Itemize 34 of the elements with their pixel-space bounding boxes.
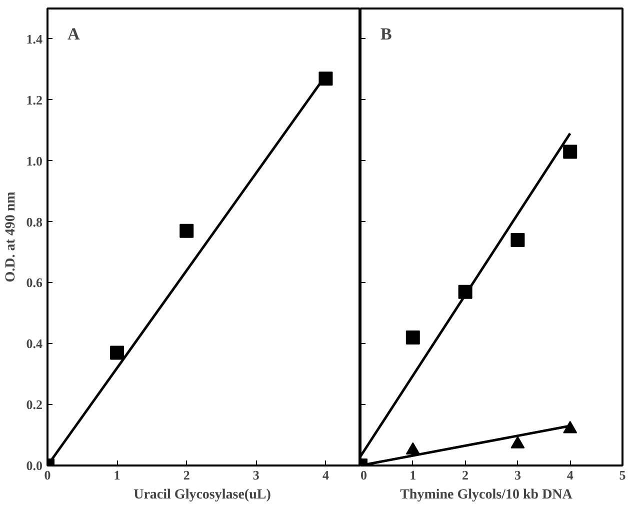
point	[563, 144, 578, 159]
x-tick-label: 4	[566, 468, 574, 482]
point	[510, 233, 525, 248]
x-tick-label: 3	[252, 468, 260, 482]
point	[563, 420, 578, 434]
x-tick-label: 4	[322, 468, 330, 482]
point	[180, 224, 194, 238]
y-tick-label: 0.0	[26, 458, 42, 473]
point	[406, 330, 420, 345]
x-tick-label: 0	[44, 468, 51, 482]
x-tick-label: 1	[114, 468, 120, 482]
y-tick-label: 0.4	[26, 336, 43, 352]
x-tick-label: 2	[183, 468, 190, 482]
y-axis-title: O.D. at 490 nm	[3, 191, 18, 282]
point	[510, 436, 525, 448]
x-tick-label: 5	[619, 468, 626, 482]
x-tick-label: 2	[462, 468, 469, 482]
point	[406, 442, 420, 455]
x-tick-label: 3	[514, 468, 522, 482]
y-tick-label: 1.4	[26, 31, 43, 46]
point	[110, 346, 124, 360]
x-axis-title: Uracil Glycosylase(uL)	[134, 488, 272, 502]
y-tick-label: 0.8	[26, 214, 43, 230]
y-tick-label: 1.0	[26, 153, 42, 168]
annotation: B	[380, 24, 392, 44]
x-axis-title: Thymine Glycols/10 kb DNA	[400, 488, 574, 502]
annotation: A	[68, 24, 80, 44]
point	[318, 72, 333, 86]
y-tick-label: 0.6	[26, 275, 43, 290]
x-tick-label: 0	[360, 468, 367, 482]
y-tick-label: 0.2	[26, 397, 42, 412]
point	[458, 284, 472, 299]
y-tick-label: 1.2	[26, 92, 42, 108]
x-tick-label: 1	[410, 468, 416, 482]
